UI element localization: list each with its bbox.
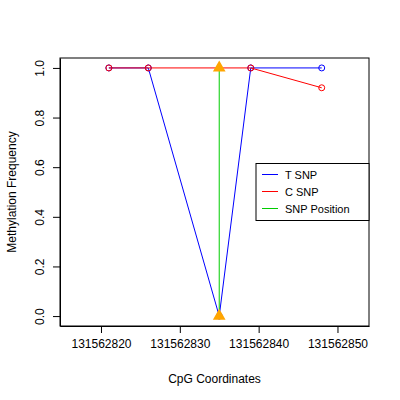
y-axis-line [60, 59, 61, 327]
x-tick-label: 131562840 [229, 337, 289, 351]
plot-frame [60, 58, 369, 326]
y-tick-mark [53, 316, 60, 317]
plot-area [106, 61, 325, 320]
series-point [145, 65, 151, 71]
series-point [248, 65, 254, 71]
y-axis-title: Methylation Frequency [5, 131, 19, 252]
y-tick: 0.0 [33, 308, 60, 325]
x-axis: 131562820 131562830 131562840 131562850 [61, 326, 370, 351]
legend-swatch [262, 174, 278, 175]
legend-box [256, 164, 369, 221]
y-tick-mark [53, 167, 60, 168]
x-tick-label: 131562850 [308, 337, 368, 351]
series-point [213, 309, 226, 320]
y-tick-label: 0.8 [33, 109, 47, 126]
series-point [145, 65, 151, 71]
x-tick: 131562850 [308, 326, 368, 351]
x-tick-label: 131562820 [71, 337, 131, 351]
series-point [248, 65, 254, 71]
x-axis-line [61, 326, 370, 327]
series-point [106, 65, 112, 71]
x-tick: 131562840 [229, 326, 289, 351]
x-tick-mark [337, 326, 338, 333]
legend: T SNP C SNP SNP Position [256, 164, 369, 221]
series-line [219, 68, 220, 316]
y-tick-mark [53, 68, 60, 69]
legend-swatch [262, 191, 278, 192]
x-tick: 131562820 [71, 326, 131, 351]
series-point [319, 85, 325, 91]
x-tick-mark [180, 326, 181, 333]
y-tick: 1.0 [33, 60, 60, 77]
y-tick: 0.4 [33, 209, 60, 226]
x-tick-mark [101, 326, 102, 333]
y-tick: 0.8 [33, 109, 60, 126]
y-tick-mark [53, 266, 60, 267]
x-tick-label: 131562830 [150, 337, 210, 351]
y-tick-label: 0.2 [33, 258, 47, 275]
y-tick-mark [53, 217, 60, 218]
series-point [106, 65, 112, 71]
series-point [319, 65, 325, 71]
y-tick-label: 0.4 [33, 209, 47, 226]
y-tick: 0.2 [33, 258, 60, 275]
y-tick-mark [53, 118, 60, 119]
y-axis: 0.0 0.2 0.4 0.6 0.8 1.0 [33, 59, 61, 327]
legend-swatch [262, 208, 278, 209]
y-tick-label: 0.0 [33, 308, 47, 325]
series-point [213, 61, 226, 72]
x-tick-mark [259, 326, 260, 333]
y-tick-label: 1.0 [33, 60, 47, 77]
x-tick: 131562830 [150, 326, 210, 351]
y-tick-label: 0.6 [33, 159, 47, 176]
chart: 1315628201315628301315628401315628500.00… [0, 0, 400, 400]
y-tick: 0.6 [33, 159, 60, 176]
legend-label: T SNP [285, 169, 317, 181]
legend-label: C SNP [285, 186, 319, 198]
x-axis-title: CpG Coordinates [168, 372, 261, 386]
series-line [109, 68, 322, 316]
legend-label: SNP Position [285, 203, 350, 215]
